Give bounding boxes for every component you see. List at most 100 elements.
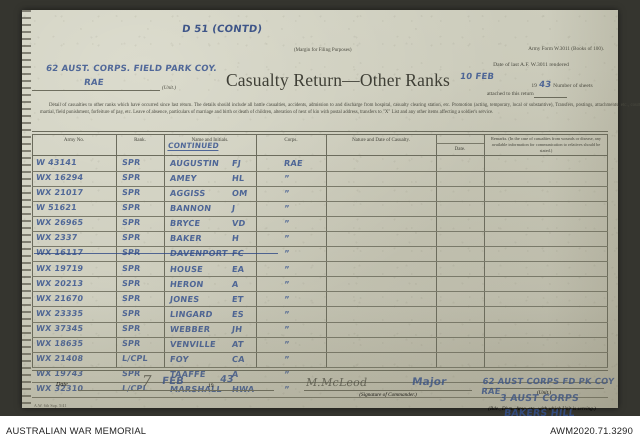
- cell-name: BANNON: [169, 203, 212, 214]
- cell-name: BAKER: [169, 233, 203, 244]
- table-row[interactable]: WX 26965 SPR BRYCE VD ”: [32, 216, 608, 233]
- cell-name: AUGUSTIN: [169, 158, 220, 169]
- row-rule: [32, 306, 608, 308]
- cell-army-no: WX 26965: [35, 218, 84, 228]
- cell-corps: ”: [283, 248, 291, 259]
- cell-initials: JH: [231, 323, 243, 334]
- accession-number: AWM2020.71.3290: [550, 425, 633, 436]
- army-form-number: Army Form W.3011 (Books of 100).: [528, 46, 604, 52]
- cell-rank: SPR: [121, 173, 141, 183]
- table-row[interactable]: W 51621 SPR BANNON J ”: [32, 201, 608, 218]
- cell-rank: SPR: [121, 293, 141, 303]
- date-label: Date: [56, 382, 68, 388]
- unit-rule-line: [32, 90, 160, 91]
- cell-corps: ”: [283, 293, 291, 304]
- table-row[interactable]: WX 21408 L/CPL FOY CA ”: [32, 352, 608, 368]
- table-row[interactable]: WX 23335 SPR LINGARD ES ”: [32, 307, 608, 323]
- row-rule: [32, 351, 608, 353]
- table-row[interactable]: WX 18635 SPR VENVILLE AT ”: [32, 337, 608, 353]
- col-rule-date: [436, 134, 437, 368]
- cell-name: AGGISS: [169, 188, 207, 199]
- col-header-nature: Nature and Date of Casualty.: [352, 138, 410, 143]
- cell-name: WEBBER: [169, 323, 211, 334]
- page-title: Casualty Return—Other Ranks: [225, 70, 451, 90]
- perforated-edge: [22, 10, 31, 408]
- cell-initials: AT: [231, 338, 245, 349]
- row-rule: [32, 291, 608, 293]
- cell-name: AMEY: [169, 173, 198, 184]
- number-of-sheets-label: Number of sheets: [553, 83, 593, 89]
- date-month-value: FEB: [161, 376, 185, 387]
- institution-name: AUSTRALIAN WAR MEMORIAL: [6, 425, 147, 436]
- col-header-army-no: Army No.: [63, 138, 85, 143]
- row-rule: [32, 231, 608, 233]
- cell-corps: ”: [283, 383, 291, 394]
- cell-name: JONES: [169, 293, 200, 304]
- cell-name: VENVILLE: [169, 338, 217, 349]
- unit-field-label: (Unit.): [162, 85, 176, 91]
- row-strikethrough: [34, 253, 278, 255]
- row-rule: [32, 216, 608, 218]
- row-rule: [32, 261, 608, 263]
- table-row[interactable]: WX 19719 SPR HOUSE EA ”: [32, 261, 608, 278]
- signature-rule: [304, 390, 472, 391]
- col-rule-name: [164, 134, 165, 368]
- row-rule: [32, 186, 608, 188]
- cell-initials: CA: [231, 353, 246, 364]
- footer-unit-rule: [484, 388, 604, 389]
- table-row[interactable]: WX 21670 SPR JONES ET ”: [32, 291, 608, 308]
- cell-army-no: WX 20213: [35, 278, 84, 288]
- col-rule-rank: [116, 134, 117, 368]
- signature-label: (Signature of Commander.): [359, 392, 417, 398]
- table-row[interactable]: WX 16294 SPR AMEY HL ”: [32, 171, 608, 188]
- cell-army-no: W 51621: [35, 203, 78, 213]
- table-row[interactable]: WX 20213 SPR HERON A ”: [32, 276, 608, 293]
- commander-signature: M.McLeod: [304, 376, 369, 389]
- row-rule: [32, 366, 608, 368]
- col-rule-remarks: [484, 134, 485, 368]
- cell-initials: A: [231, 278, 240, 289]
- row-rule: [32, 171, 608, 173]
- cell-army-no: WX 21017: [35, 188, 84, 198]
- instructions-paragraph: Detail of casualties to other ranks whic…: [40, 102, 640, 117]
- cell-initials: VD: [231, 218, 247, 229]
- row-rule: [32, 246, 608, 248]
- date-rule: [78, 390, 274, 391]
- cell-corps: ”: [283, 203, 291, 214]
- cell-army-no: WX 16294: [35, 173, 84, 183]
- cell-rank: SPR: [121, 188, 141, 198]
- table-row[interactable]: WX 2337 SPR BAKER H ”: [32, 231, 608, 248]
- col-rule-nature: [326, 134, 327, 368]
- row-rule: [32, 201, 608, 203]
- cell-rank: SPR: [121, 218, 141, 228]
- cell-army-no: WX 21408: [35, 353, 84, 363]
- cell-initials: FJ: [231, 158, 242, 169]
- table-row[interactable]: WX 32310 L/CPL MARSHALL HWA”: [32, 382, 608, 398]
- col-header-remarks: Remarks. (In the case of casualties from…: [490, 136, 601, 153]
- cell-corps: ”: [283, 278, 291, 289]
- continued-annotation: CONTINUED: [167, 141, 220, 151]
- unit-annotation-line2: RAE: [83, 78, 105, 88]
- year-prefix: 19: [531, 83, 537, 89]
- cell-corps: ”: [283, 188, 291, 199]
- table-row[interactable]: WX 19743 SPR TAAFFE A”: [32, 367, 608, 383]
- top-right-annotation: D 51 (CONTD): [181, 24, 263, 35]
- document-sheet: D 51 (CONTD) (Margin for Filing Purposes…: [22, 10, 640, 419]
- cell-rank: SPR: [121, 323, 141, 333]
- attached-text: attached to this return: [486, 91, 534, 97]
- table-row[interactable]: WX 16117 SPR DAVENPORT FC”: [32, 246, 608, 263]
- cell-corps: ”: [283, 353, 291, 364]
- cell-initials: J: [231, 203, 236, 214]
- unit-annotation-line1: 62 AUST. CORPS. FIELD PARK COY.: [45, 64, 218, 74]
- table-row[interactable]: W 43141 SPR AUGUSTIN FJ RAE: [32, 156, 608, 173]
- date-of-last-return-year: 43: [538, 80, 552, 90]
- number-of-sheets-row: 1943Number of sheets: [452, 80, 610, 90]
- casualty-table: Army No. Rank. Name and Initials. Corps.…: [32, 131, 608, 398]
- row-rule: [32, 321, 608, 323]
- cell-name: BRYCE: [169, 218, 201, 229]
- cell-rank: L/CPL: [121, 353, 149, 363]
- table-row[interactable]: WX 37345 SPR WEBBER JH ”: [32, 322, 608, 338]
- cell-rank: SPR: [121, 233, 141, 243]
- table-row[interactable]: WX 21017 SPR AGGISS OM ”: [32, 186, 608, 203]
- margin-filing-note: (Margin for Filing Purposes): [294, 48, 352, 53]
